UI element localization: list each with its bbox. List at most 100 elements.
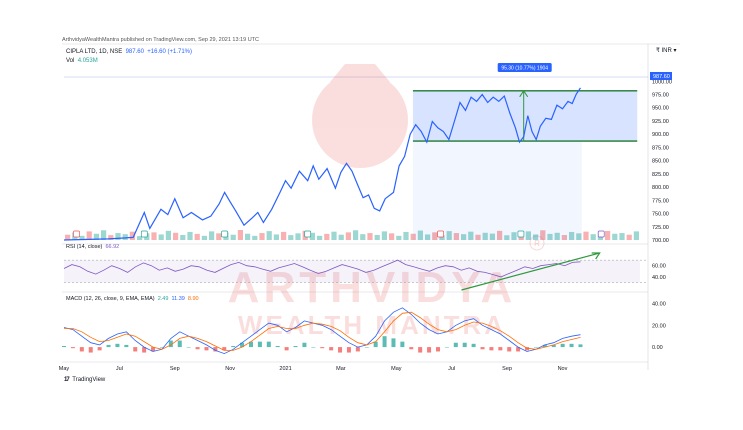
macd-hist-bar (186, 347, 191, 348)
macd-hist-bar (373, 341, 378, 348)
price-axis-tick-4: 900.00 (652, 132, 669, 138)
macd-line-value: 11.39 (171, 296, 185, 302)
macd-legend: MACD (12, 26, close, 9, EMA, EMA) 2.49 1… (66, 296, 199, 302)
macd-title: MACD (12, 26, close, 9, EMA, EMA) (66, 296, 155, 302)
macd-hist-bar (195, 347, 200, 350)
macd-hist-bar (115, 343, 120, 348)
volume-bar (583, 231, 589, 240)
macd-hist-bar (400, 341, 405, 348)
volume-bar (497, 230, 503, 240)
macd-hist-bar (248, 341, 253, 348)
macd-hist-bar (320, 347, 325, 349)
macd-hist-bar (338, 347, 343, 353)
symbol-legend: CIPLA LTD, 1D, NSE 987.60 +16.60 (+1.71%… (66, 49, 192, 55)
volume-bar (547, 233, 553, 240)
event-marker-2 (221, 230, 228, 238)
macd-hist-bar (168, 340, 173, 348)
measure-label: 95.30 (10.77%) 1904 (501, 66, 548, 72)
macd-hist-bar (70, 347, 75, 349)
macd-hist-bar (364, 347, 369, 348)
volume-bar (158, 234, 164, 240)
volume-bar (417, 230, 423, 240)
volume-bar (381, 231, 387, 240)
volume-bar (482, 232, 488, 240)
volume-bar (331, 231, 337, 240)
volume-bar (338, 234, 344, 240)
macd-hist-bar (79, 347, 84, 352)
range-shadow (412, 141, 582, 240)
macd-hist-bar (444, 347, 449, 348)
macd-hist-bar (204, 347, 209, 351)
volume-bar (432, 232, 438, 240)
macd-hist-bar (124, 344, 129, 348)
volume-bar (410, 233, 416, 240)
volume-bar (360, 234, 366, 240)
macd-hist-bar (453, 342, 458, 348)
volume-bar (216, 233, 222, 240)
volume-bar (165, 230, 171, 240)
macd-hist-bar (240, 342, 245, 348)
volume-legend: Vol 4.053M (66, 58, 98, 64)
volume-bar (309, 232, 315, 240)
symbol-name: CIPLA LTD, 1D, NSE (66, 49, 123, 55)
macd-hist-bar (542, 344, 547, 348)
volume-bar (288, 235, 294, 240)
rsi-line (63, 259, 581, 278)
macd-hist-bar (498, 347, 503, 351)
price-axis-tick-9: 775.00 (652, 198, 669, 204)
time-axis-tick-7: Jul (448, 366, 455, 372)
macd-hist-bar (435, 347, 440, 352)
volume-bar (281, 231, 287, 240)
price-axis-tick-7: 825.00 (652, 172, 669, 178)
volume-bar (396, 235, 402, 240)
price-axis-tick-3: 925.00 (652, 119, 669, 125)
volume-bar (511, 232, 517, 240)
macd-hist-bar (133, 347, 138, 352)
volume-bar (230, 234, 236, 240)
volume-bar (115, 233, 121, 240)
macd-hist-bar (578, 344, 583, 348)
volume-bar (252, 235, 258, 240)
macd-hist-bar (516, 347, 521, 352)
macd-hist-bar (560, 343, 565, 348)
volume-bar (259, 233, 265, 240)
macd-hist-bar (62, 346, 66, 348)
currency-selector[interactable]: ₹ INR ▾ (656, 48, 677, 54)
macd-hist-bar (569, 343, 574, 348)
volume-value: 4.053M (77, 58, 98, 64)
rsi-axis-tick-1: 40.00 (652, 275, 666, 281)
event-marker-4 (437, 230, 444, 238)
volume-bar (245, 233, 251, 240)
volume-bar (540, 230, 546, 240)
volume-bar (605, 230, 611, 240)
volume-bar (633, 231, 639, 240)
price-axis-tick-12: 700.00 (652, 238, 669, 244)
price-tag-bg (650, 72, 672, 80)
macd-hist-bar (311, 347, 316, 348)
volume-bar (151, 232, 157, 240)
rsi-value: 66.92 (105, 244, 120, 250)
macd-hist-bar (525, 347, 530, 351)
price-axis-tick-10: 750.00 (652, 212, 669, 218)
volume-bar (626, 234, 632, 240)
macd-hist-bar (293, 346, 298, 348)
volume-label: Vol (66, 58, 75, 64)
time-axis-tick-0: May (59, 366, 70, 372)
volume-bar (122, 234, 128, 240)
volume-bar (367, 233, 373, 240)
macd-axis-tick-2: 0.00 (652, 345, 663, 351)
macd-hist-bar (257, 341, 262, 348)
rsi-legend: RSI (14, close) 66.92 (66, 244, 119, 250)
macd-hist-bar (391, 338, 396, 348)
watermark-text-line2: WEALTH MANTRA (238, 310, 506, 340)
volume-bar (576, 233, 582, 240)
volume-bar (561, 235, 567, 240)
macd-hist-bar (222, 347, 227, 351)
volume-bar (353, 230, 359, 240)
volume-bar (209, 231, 215, 240)
event-marker-5 (517, 230, 525, 238)
volume-bar (201, 235, 207, 240)
volume-bar (187, 231, 193, 240)
macd-hist-bar (382, 336, 387, 348)
macd-hist-bar (266, 341, 271, 348)
